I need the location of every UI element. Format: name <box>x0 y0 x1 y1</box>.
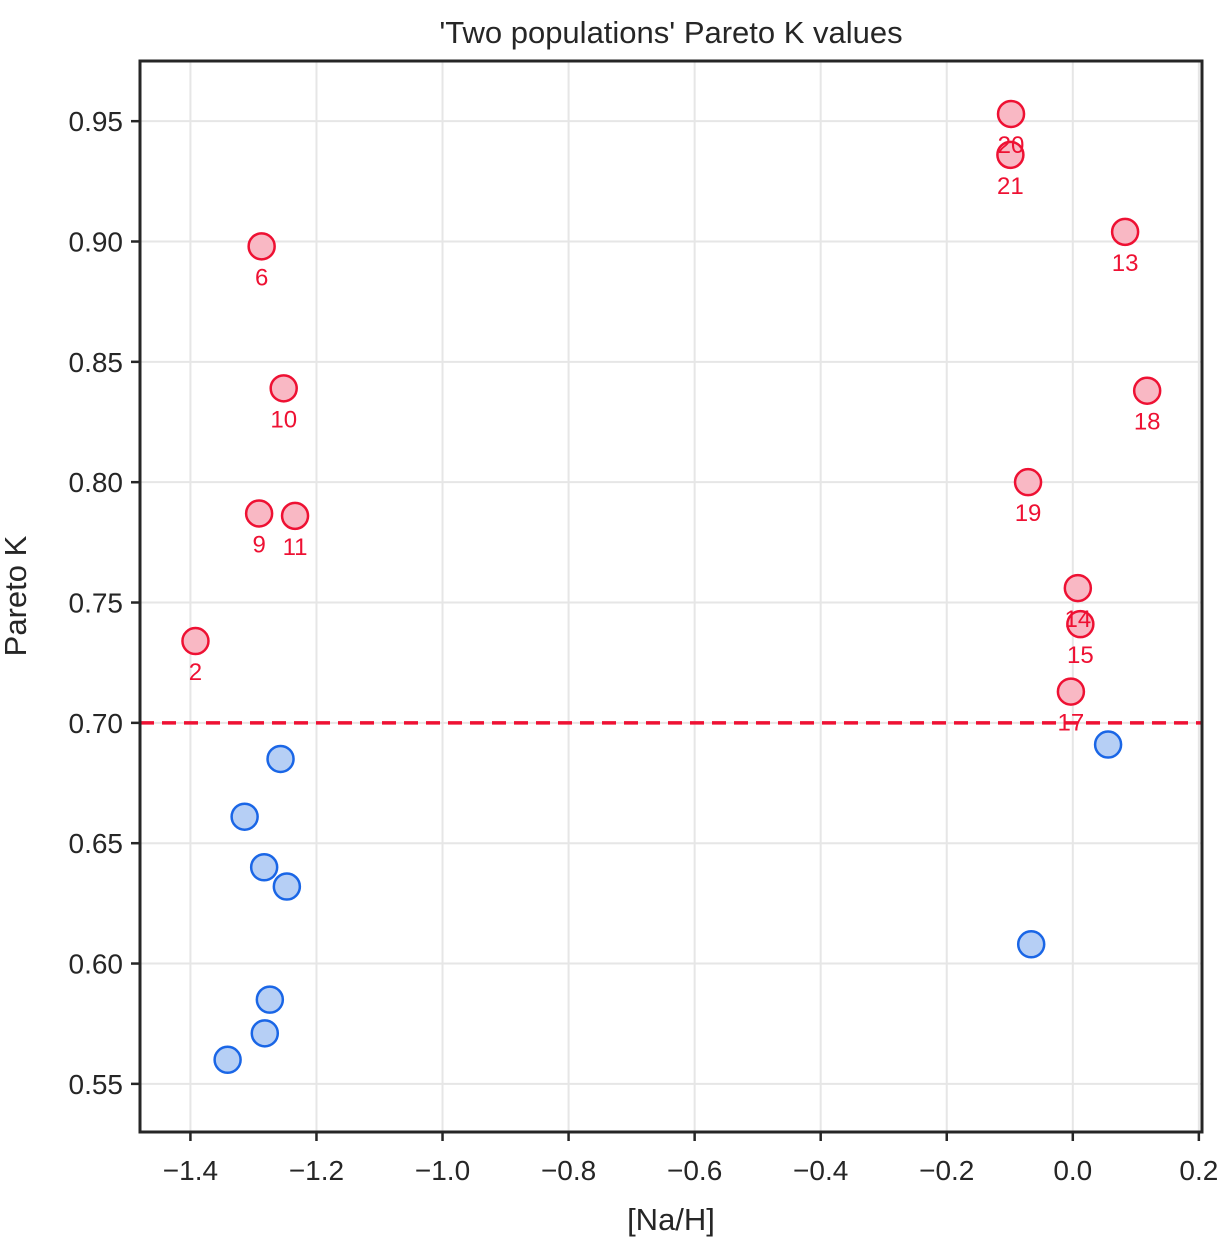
x-tick-label: −0.2 <box>919 1155 974 1186</box>
y-tick-label: 0.80 <box>69 467 124 498</box>
point-label: 6 <box>255 264 268 291</box>
plot-frame <box>138 59 1204 1134</box>
x-tick-label: 0.0 <box>1053 1155 1092 1186</box>
low-k-point <box>255 985 285 1014</box>
low-k-point <box>213 1045 242 1075</box>
y-tick-label: 0.90 <box>69 227 124 258</box>
y-tick-label: 0.70 <box>69 708 124 739</box>
low-k-point <box>230 802 259 831</box>
y-tick-label: 0.60 <box>69 949 124 980</box>
x-axis-label: [Na/H] <box>627 1202 715 1237</box>
y-tick-label: 0.55 <box>69 1069 124 1100</box>
high-k-point <box>996 99 1026 129</box>
data-points <box>181 99 1162 1075</box>
high-k-point <box>1110 217 1140 247</box>
high-k-point <box>247 232 276 261</box>
x-tick-label: −0.4 <box>793 1155 848 1186</box>
point-labels: 2 6 10 9 11 20 21 13 18 19 14 15 17 <box>189 132 1161 737</box>
low-k-point <box>1016 930 1046 959</box>
high-k-point <box>996 140 1025 170</box>
high-k-point <box>280 501 310 531</box>
high-k-point <box>269 374 298 403</box>
point-label: 17 <box>1058 710 1085 737</box>
x-tick-label: −0.8 <box>541 1155 596 1186</box>
x-tick-label: 0.2 <box>1179 1155 1218 1186</box>
y-tick-label: 0.95 <box>69 106 124 137</box>
chart-title: 'Two populations' Pareto K values <box>439 15 902 50</box>
point-label: 2 <box>189 659 202 686</box>
x-tick-label: −1.0 <box>415 1155 470 1186</box>
y-tick-label: 0.75 <box>69 588 124 619</box>
y-axis-label: Pareto K <box>0 535 33 656</box>
low-k-point <box>266 744 295 774</box>
low-k-point <box>272 872 302 901</box>
point-label: 19 <box>1015 500 1042 527</box>
high-k-point <box>244 499 274 528</box>
low-k-point <box>250 1019 280 1048</box>
point-label: 9 <box>252 531 265 558</box>
x-tick-label: −1.2 <box>289 1155 344 1186</box>
grid-lines <box>140 61 1202 1132</box>
low-k-point <box>1093 730 1123 759</box>
point-label: 14 <box>1064 606 1091 633</box>
point-label: 13 <box>1112 250 1139 277</box>
high-k-point <box>1056 677 1086 706</box>
high-k-point <box>1132 376 1162 405</box>
low-k-point <box>249 853 279 882</box>
point-label: 21 <box>997 173 1024 200</box>
y-axis-ticks: 0.55 0.60 0.65 0.70 0.75 0.80 0.85 0.90 0.95 <box>69 106 140 1100</box>
point-label: 20 <box>998 132 1025 159</box>
point-label: 10 <box>270 406 297 433</box>
point-label: 11 <box>283 534 308 561</box>
y-tick-label: 0.85 <box>69 347 124 378</box>
high-k-point <box>181 626 210 656</box>
point-label: 18 <box>1134 409 1161 436</box>
point-label: 15 <box>1067 642 1094 669</box>
y-tick-label: 0.65 <box>69 828 124 859</box>
x-tick-label: −1.4 <box>163 1155 218 1186</box>
high-k-point <box>1063 573 1093 603</box>
x-tick-label: −0.6 <box>667 1155 722 1186</box>
high-k-point <box>1013 467 1043 497</box>
high-k-point <box>1066 609 1095 639</box>
x-axis-ticks: −1.4 −1.2 −1.0 −0.8 −0.6 −0.4 −0.2 0.0 0.2 <box>163 1132 1218 1186</box>
